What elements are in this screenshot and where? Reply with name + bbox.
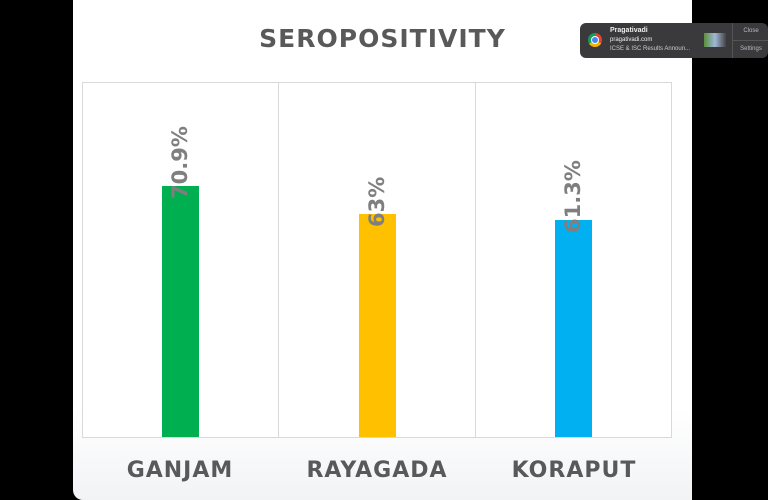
slide: SEROPOSITIVITY 70.9% 63% 61.3% GANJAM RA… (73, 0, 692, 500)
bar-rayagada (359, 214, 396, 437)
notification-message: ICSE & ISC Results Announ... (610, 46, 691, 52)
category-divider (475, 83, 476, 437)
value-label-ganjam: 70.9% (168, 126, 192, 199)
browser-notification[interactable]: Pragativadi pragativadi.com ICSE & ISC R… (580, 23, 768, 58)
category-label-rayagada: RAYAGADA (306, 458, 448, 483)
close-button[interactable]: Close (743, 28, 759, 34)
notification-thumbnail (704, 33, 726, 47)
chrome-icon (588, 33, 602, 47)
notification-actions: Close Settings (732, 23, 768, 58)
notification-site: pragativadi.com (610, 37, 653, 43)
bar-ganjam (162, 186, 199, 437)
bar-koraput (555, 220, 592, 437)
value-label-rayagada: 63% (365, 176, 389, 227)
chart-title: SEROPOSITIVITY (259, 24, 506, 53)
category-label-ganjam: GANJAM (126, 458, 234, 483)
value-label-koraput: 61.3% (561, 160, 585, 233)
category-divider (278, 83, 279, 437)
category-label-koraput: KORAPUT (511, 458, 637, 483)
settings-button[interactable]: Settings (733, 40, 768, 58)
plot-area: 70.9% 63% 61.3% (82, 82, 672, 438)
notification-app: Pragativadi (610, 27, 648, 34)
